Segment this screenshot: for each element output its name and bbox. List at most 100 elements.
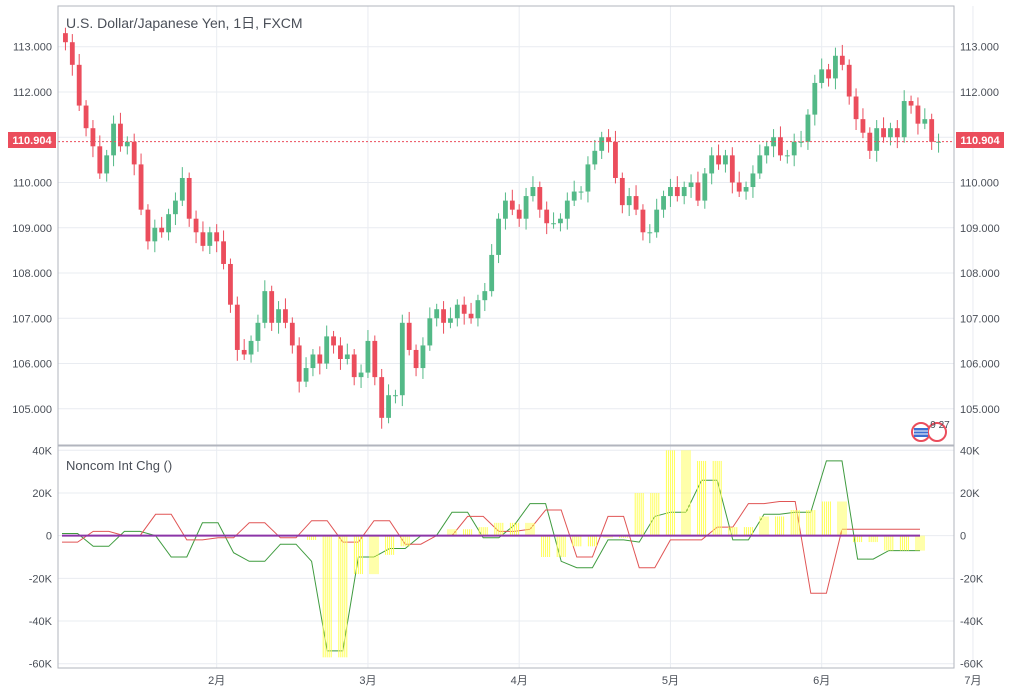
candle-body bbox=[784, 155, 790, 157]
candle-body bbox=[564, 200, 570, 219]
price-label-left: 110.904 bbox=[12, 135, 52, 147]
candle-body bbox=[619, 177, 625, 206]
y-tick-label-left: 113.000 bbox=[13, 42, 52, 54]
candle-body bbox=[131, 141, 137, 165]
candle-body bbox=[221, 241, 226, 264]
candle-body bbox=[757, 155, 763, 174]
candle-body bbox=[509, 200, 515, 210]
candle-body bbox=[159, 227, 165, 233]
chart-title: U.S. Dollar/Japanese Yen, 1日, FXCM bbox=[66, 15, 303, 31]
candle-body bbox=[674, 187, 680, 197]
candle-body bbox=[626, 196, 632, 206]
candle-body bbox=[441, 309, 446, 323]
candle-body bbox=[173, 200, 178, 215]
candle-body bbox=[908, 101, 914, 106]
candle-body bbox=[111, 123, 116, 156]
candle-body bbox=[145, 209, 151, 242]
candle-body bbox=[454, 304, 460, 319]
candle-body bbox=[723, 155, 728, 165]
candle-body bbox=[558, 218, 563, 224]
candle-body bbox=[351, 354, 357, 378]
candle-layer bbox=[58, 27, 954, 429]
y-tick-label-left: 105.000 bbox=[12, 404, 52, 416]
candle-body bbox=[420, 345, 426, 369]
indicator-y-tick-right: -20K bbox=[960, 573, 984, 585]
candle-body bbox=[214, 232, 220, 242]
indicator-y-tick-left: 20K bbox=[32, 488, 52, 500]
candle-body bbox=[771, 137, 776, 147]
candle-body bbox=[228, 263, 233, 305]
candle-body bbox=[695, 182, 701, 201]
candle-body bbox=[791, 141, 797, 156]
candle-body bbox=[764, 146, 770, 156]
indicator-y-tick-left: 0 bbox=[46, 531, 52, 543]
candle-body bbox=[516, 209, 522, 219]
candle-body bbox=[688, 182, 694, 188]
candle-body bbox=[544, 209, 550, 224]
candle-body bbox=[393, 395, 398, 397]
candle-body bbox=[434, 309, 440, 319]
candle-body bbox=[241, 349, 247, 355]
candle-body bbox=[826, 69, 831, 79]
candle-body bbox=[702, 173, 708, 201]
event-flag-icon[interactable]: 9 27 bbox=[911, 420, 950, 442]
indicator-y-tick-left: -20K bbox=[29, 573, 53, 585]
candle-body bbox=[668, 187, 673, 197]
candle-body bbox=[76, 64, 82, 106]
candle-body bbox=[324, 336, 330, 364]
candle-body bbox=[90, 128, 96, 147]
price-label-right-bg bbox=[956, 132, 1004, 148]
event-badge-text: 9 27 bbox=[930, 420, 950, 431]
indicator-y-tick-left: -60K bbox=[29, 659, 53, 671]
candle-body bbox=[654, 209, 660, 233]
candle-body bbox=[179, 177, 185, 201]
x-tick-label: 3月 bbox=[359, 675, 376, 687]
candle-body bbox=[234, 304, 240, 350]
candle-body bbox=[427, 318, 433, 346]
candle-body bbox=[778, 137, 783, 156]
candle-body bbox=[475, 300, 481, 319]
candle-body bbox=[152, 227, 158, 242]
candle-body bbox=[303, 368, 309, 382]
candle-body bbox=[358, 372, 364, 378]
candle-body bbox=[839, 55, 845, 65]
candle-body bbox=[248, 340, 254, 355]
candle-body bbox=[386, 395, 391, 418]
candle-body bbox=[331, 336, 336, 346]
y-tick-label-right: 106.000 bbox=[960, 359, 1000, 371]
candle-body bbox=[750, 173, 756, 188]
candle-body bbox=[338, 345, 343, 360]
candle-body bbox=[647, 232, 653, 234]
y-tick-label-left: 106.000 bbox=[12, 359, 52, 371]
candle-body bbox=[537, 187, 543, 210]
candle-body bbox=[399, 322, 405, 396]
candle-body bbox=[372, 340, 378, 378]
candle-body bbox=[269, 291, 275, 323]
y-tick-label-left: 110.000 bbox=[13, 178, 52, 190]
candle-body bbox=[901, 101, 907, 138]
candle-body bbox=[881, 128, 886, 138]
y-tick-label-right: 107.000 bbox=[960, 313, 1000, 325]
candle-body bbox=[503, 200, 508, 219]
price-label-right: 110.904 bbox=[960, 135, 1000, 147]
indicator-line-green bbox=[62, 460, 920, 652]
indicator-y-tick-left: 40K bbox=[32, 445, 52, 457]
candle-body bbox=[344, 354, 350, 360]
candle-body bbox=[317, 354, 323, 364]
indicator-y-tick-right: -60K bbox=[960, 659, 984, 671]
candle-body bbox=[406, 322, 412, 350]
candle-body bbox=[296, 345, 302, 382]
candle-body bbox=[489, 254, 495, 292]
candle-body bbox=[379, 377, 385, 418]
candle-body bbox=[894, 128, 900, 138]
candle-body bbox=[461, 304, 467, 314]
axis-layer: 2月3月4月5月6月7月8月113.000113.000112.000112.0… bbox=[12, 42, 1000, 687]
indicator-line-red bbox=[62, 501, 920, 594]
candle-body bbox=[97, 146, 103, 174]
candle-body bbox=[819, 69, 825, 83]
y-tick-label-left: 107.000 bbox=[12, 313, 52, 325]
y-tick-label-right: 109.000 bbox=[960, 223, 1000, 235]
candle-body bbox=[936, 141, 941, 143]
